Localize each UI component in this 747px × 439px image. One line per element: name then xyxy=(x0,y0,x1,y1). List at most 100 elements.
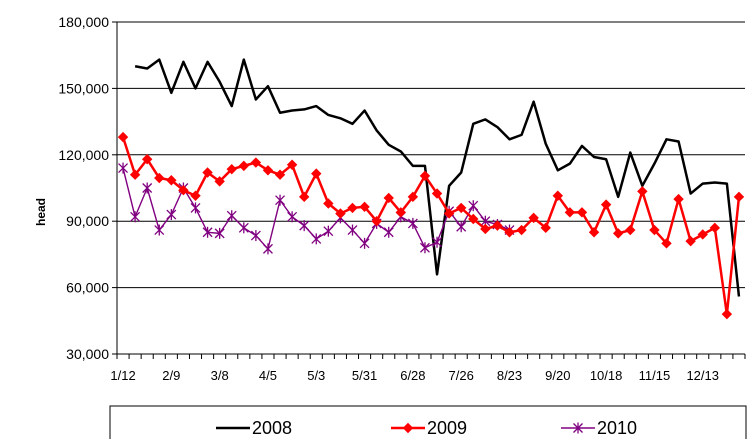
data-point-diamond xyxy=(129,169,141,180)
data-point-star xyxy=(263,243,273,255)
y-tick-label: 60,000 xyxy=(66,280,109,296)
x-tick-label: 9/20 xyxy=(545,368,570,383)
data-point-diamond xyxy=(709,222,721,234)
data-point-diamond xyxy=(528,212,539,224)
data-point-diamond xyxy=(625,224,636,236)
y-tick-label: 120,000 xyxy=(58,147,109,163)
data-point-diamond xyxy=(697,229,708,240)
data-point-diamond xyxy=(600,199,612,210)
data-point-star xyxy=(130,211,141,223)
y-tick-label: 180,000 xyxy=(58,14,109,30)
data-point-diamond xyxy=(190,190,201,201)
data-point-diamond xyxy=(564,207,576,218)
x-tick-label: 4/5 xyxy=(259,368,277,383)
data-point-diamond xyxy=(733,191,745,203)
data-point-diamond xyxy=(166,175,177,186)
gridlines xyxy=(117,21,745,289)
y-axis-label: head xyxy=(34,198,48,226)
data-point-diamond xyxy=(238,160,250,172)
data-point-diamond xyxy=(141,154,153,165)
x-tick-label: 6/28 xyxy=(400,368,425,383)
data-point-diamond xyxy=(407,191,419,203)
x-tick-label: 5/3 xyxy=(307,368,325,383)
series-markers-2009 xyxy=(117,131,745,320)
data-point-diamond xyxy=(250,157,262,168)
data-point-star xyxy=(456,221,467,233)
y-tick-label: 30,000 xyxy=(66,346,109,362)
data-point-diamond xyxy=(612,228,624,239)
legend-entry-2009: 2009 xyxy=(391,418,467,438)
data-point-diamond xyxy=(347,202,358,214)
data-point-diamond xyxy=(371,215,382,227)
data-point-diamond xyxy=(588,227,600,238)
data-point-diamond xyxy=(721,308,733,320)
legend-entry-2010: 2010 xyxy=(561,418,637,438)
data-point-diamond xyxy=(492,220,503,231)
series-line-2008 xyxy=(134,58,741,297)
x-tick-label: 11/15 xyxy=(639,368,671,383)
y-axis-tick-labels: 30,000 60,000 90,000 120,000 150,000 180,000 xyxy=(58,14,109,362)
data-point-star xyxy=(383,226,394,238)
legend-label: 2009 xyxy=(427,418,467,438)
data-point-diamond xyxy=(468,213,479,225)
legend-box xyxy=(109,405,747,439)
data-point-diamond xyxy=(419,170,431,182)
data-point-diamond xyxy=(504,227,515,238)
data-point-star xyxy=(275,194,285,206)
data-point-star xyxy=(407,217,418,229)
data-point-star xyxy=(142,182,153,194)
data-point-diamond xyxy=(443,208,455,219)
data-point-diamond xyxy=(178,185,189,196)
series-line-2009 xyxy=(121,136,741,316)
data-point-star xyxy=(202,226,213,238)
x-axis-tick-labels: 1/12 2/9 3/8 4/5 5/3 5/31 6/28 7/26 8/23 9/20 10/1… xyxy=(110,368,719,383)
data-point-diamond xyxy=(649,224,660,236)
data-point-diamond xyxy=(661,238,672,249)
data-point-diamond xyxy=(323,198,334,209)
data-point-diamond xyxy=(226,163,237,175)
x-tick-label: 7/26 xyxy=(449,368,474,383)
data-point-star xyxy=(347,224,358,236)
legend-label: 2008 xyxy=(252,418,292,438)
data-point-diamond xyxy=(576,207,588,218)
data-point-star xyxy=(299,220,310,232)
data-point-diamond xyxy=(402,422,414,434)
data-point-star xyxy=(190,202,201,214)
x-tick-label: 12/13 xyxy=(686,368,719,383)
data-point-diamond xyxy=(117,131,129,143)
data-point-diamond xyxy=(335,208,346,219)
data-point-star xyxy=(359,237,370,249)
data-point-star xyxy=(250,230,261,242)
data-point-diamond xyxy=(552,190,564,201)
y-tick-label: 90,000 xyxy=(66,213,109,229)
data-point-diamond xyxy=(286,159,298,170)
data-point-star xyxy=(573,422,583,434)
data-point-diamond xyxy=(685,235,696,247)
data-point-diamond xyxy=(540,222,551,234)
data-point-star xyxy=(118,162,128,174)
data-point-star xyxy=(214,227,225,239)
data-point-diamond xyxy=(154,172,165,184)
x-tick-label: 2/9 xyxy=(162,368,180,383)
data-point-diamond xyxy=(274,169,286,180)
data-point-diamond xyxy=(480,223,491,235)
data-point-diamond xyxy=(431,188,443,199)
data-point-diamond xyxy=(637,186,648,197)
legend: 2008 2009 2010 xyxy=(109,405,747,439)
data-point-star xyxy=(154,224,165,236)
data-point-diamond xyxy=(455,202,467,214)
x-tick-label: 1/12 xyxy=(110,368,135,383)
data-point-star xyxy=(432,236,442,248)
legend-entry-2008: 2008 xyxy=(216,418,292,438)
data-point-diamond xyxy=(383,192,394,204)
data-point-star xyxy=(323,225,334,237)
x-tick-label: 3/8 xyxy=(211,368,229,383)
data-point-diamond xyxy=(298,191,310,203)
data-point-diamond xyxy=(395,207,407,218)
y-tick-label: 150,000 xyxy=(58,80,109,96)
data-point-diamond xyxy=(673,193,684,205)
x-tick-label: 5/31 xyxy=(352,368,377,383)
axes xyxy=(112,21,746,359)
series-lines xyxy=(117,58,745,320)
